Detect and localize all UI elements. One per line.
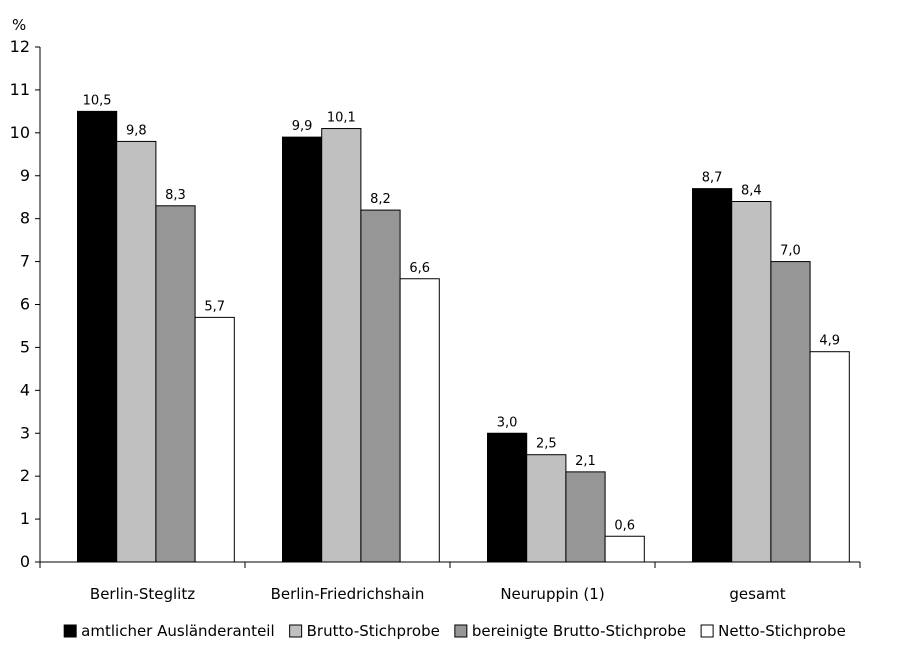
- bar-value-label: 8,3: [165, 188, 186, 203]
- legend-swatch: [700, 624, 714, 638]
- category-label: gesamt: [729, 585, 785, 603]
- y-tick-label: 5: [20, 337, 30, 356]
- bar: [809, 351, 850, 563]
- legend-label: Netto-Stichprobe: [718, 622, 846, 640]
- category-label: Berlin-Friedrichshain: [271, 585, 425, 603]
- y-tick-label: 6: [20, 295, 30, 314]
- bar-value-label: 10,5: [83, 93, 112, 108]
- bar: [194, 316, 235, 563]
- category-label: Neuruppin (1): [500, 585, 604, 603]
- value-labels: 10,5 9,8 8,3 5,7 9,9 10,1 8,2 6,6 3,0 2,5 2,1 0,6 8,…: [83, 93, 840, 533]
- bar-value-label: 2,5: [536, 437, 557, 452]
- bar-value-label: 9,9: [292, 119, 313, 134]
- bar-value-label: 5,7: [204, 299, 225, 314]
- y-tick-label: 1: [20, 509, 30, 528]
- bar: [487, 432, 528, 563]
- bar-value-label: 8,4: [741, 184, 762, 199]
- bar: [526, 454, 567, 563]
- y-tick-label: 3: [20, 423, 30, 442]
- y-tick-label: 10: [10, 123, 30, 142]
- y-axis-unit-label: %: [12, 16, 26, 34]
- legend-item: amtlicher Ausländeranteil: [63, 622, 275, 640]
- y-tick-label: 12: [10, 37, 30, 56]
- bar-value-label: 10,1: [327, 111, 356, 126]
- bar: [155, 205, 196, 563]
- category-label: Berlin-Steglitz: [90, 585, 195, 603]
- bar: [77, 110, 118, 563]
- bar: [321, 128, 362, 563]
- bar-value-label: 8,7: [702, 171, 723, 186]
- y-tick-label: 9: [20, 166, 30, 185]
- y-tick-label: 4: [20, 380, 30, 399]
- bar: [282, 136, 323, 563]
- bar-value-label: 6,6: [409, 261, 430, 276]
- bar: [565, 471, 606, 563]
- bar-value-label: 3,0: [497, 415, 518, 430]
- bar: [360, 209, 401, 563]
- bar-value-label: 0,6: [614, 518, 635, 533]
- y-tick-label: 0: [20, 552, 30, 571]
- bar: [399, 278, 440, 563]
- bar-value-label: 2,1: [575, 454, 596, 469]
- legend-label: amtlicher Ausländeranteil: [81, 622, 274, 640]
- legend-item: bereinigte Brutto-Stichprobe: [454, 622, 686, 640]
- legend-swatch: [289, 624, 303, 638]
- bar: [116, 140, 157, 563]
- x-axis: [39, 561, 861, 568]
- bar-value-label: 9,8: [126, 123, 147, 138]
- bar-value-label: 7,0: [780, 244, 801, 259]
- y-tick-label: 8: [20, 209, 30, 228]
- legend-swatch: [63, 624, 77, 638]
- y-tick-label: 11: [10, 80, 30, 99]
- bar: [692, 188, 733, 563]
- y-tick-label: 7: [20, 252, 30, 271]
- legend-item: Netto-Stichprobe: [700, 622, 846, 640]
- legend-item: Brutto-Stichprobe: [289, 622, 440, 640]
- bars: [77, 110, 850, 563]
- category-labels: Berlin-Steglitz Berlin-Friedrichshain Neur…: [90, 585, 786, 603]
- y-tick-label: 2: [20, 466, 30, 485]
- legend-label: Brutto-Stichprobe: [307, 622, 440, 640]
- legend-label: bereinigte Brutto-Stichprobe: [472, 622, 686, 640]
- bar: [604, 535, 645, 563]
- bar-value-label: 8,2: [370, 192, 391, 207]
- bar: [770, 261, 811, 563]
- bar-value-label: 4,9: [819, 334, 840, 349]
- legend-swatch: [454, 624, 468, 638]
- bar: [731, 201, 772, 563]
- legend: amtlicher Ausländeranteil Brutto-Stichpro…: [63, 622, 846, 640]
